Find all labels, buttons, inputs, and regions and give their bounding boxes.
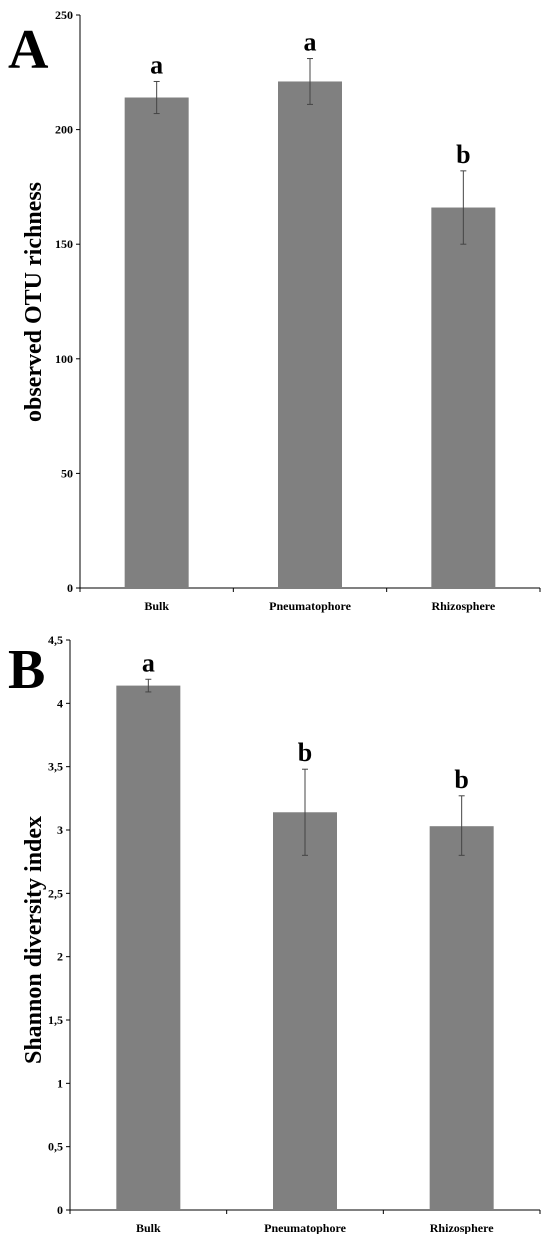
y-tick-label: 1,5 <box>48 1013 63 1027</box>
significance-letter: b <box>456 140 470 169</box>
bar-rhizosphere <box>431 207 496 588</box>
bar-pneumatophore <box>273 812 337 1210</box>
significance-letter: b <box>454 765 468 794</box>
bar-rhizosphere <box>429 826 494 1210</box>
significance-letter: b <box>298 738 312 767</box>
y-tick-label: 0 <box>67 581 73 595</box>
y-tick-label: 4 <box>57 696 63 710</box>
y-tick-label: 3,5 <box>48 760 63 774</box>
panel-b: B Shannon diversity index 0 0,5 1 1,5 2 2,5 3 3… <box>8 633 541 1234</box>
x-category-label: Pneumatophore <box>269 599 351 613</box>
y-tick-label: 3 <box>57 823 63 837</box>
y-tick-label: 50 <box>61 466 73 480</box>
x-category-label: Rhizosphere <box>430 1221 494 1234</box>
panel-a-label: A <box>8 19 49 81</box>
y-tick-label: 150 <box>55 237 73 251</box>
x-category-label: Pneumatophore <box>264 1221 346 1234</box>
panel-a-y-axis-title: observed OTU richness <box>21 182 47 422</box>
significance-letter: a <box>150 50 163 79</box>
y-tick-label: 200 <box>55 123 73 137</box>
y-tick-label: 250 <box>55 8 73 22</box>
y-tick-label: 0,5 <box>48 1140 63 1154</box>
x-category-label: Rhizosphere <box>431 599 495 613</box>
bar-bulk <box>116 685 181 1210</box>
y-tick-label: 2,5 <box>48 886 63 900</box>
y-tick-label: 0 <box>57 1203 63 1217</box>
y-tick-label: 100 <box>55 352 73 366</box>
bar-pneumatophore <box>278 81 342 588</box>
panel-a-plot: 0 50 100 150 200 250 a Bulk a Pneumatophore b Rhizo… <box>55 8 541 613</box>
significance-letter: a <box>304 28 317 57</box>
y-tick-label: 2 <box>57 950 63 964</box>
significance-letter: a <box>142 648 155 677</box>
x-category-label: Bulk <box>136 1221 161 1234</box>
panel-b-plot: 0 0,5 1 1,5 2 2,5 3 3,5 4 4,5 a Bulk b Pneumatophore b… <box>48 633 541 1234</box>
panel-b-label: B <box>8 639 45 701</box>
y-tick-label: 1 <box>57 1076 63 1090</box>
panel-b-y-axis-title: Shannon diversity index <box>21 816 47 1064</box>
y-tick-label: 4,5 <box>48 633 63 647</box>
panel-a: A observed OTU richness 0 50 100 150 200 250 a… <box>8 8 541 613</box>
bar-bulk <box>124 97 189 589</box>
x-category-label: Bulk <box>144 599 169 613</box>
